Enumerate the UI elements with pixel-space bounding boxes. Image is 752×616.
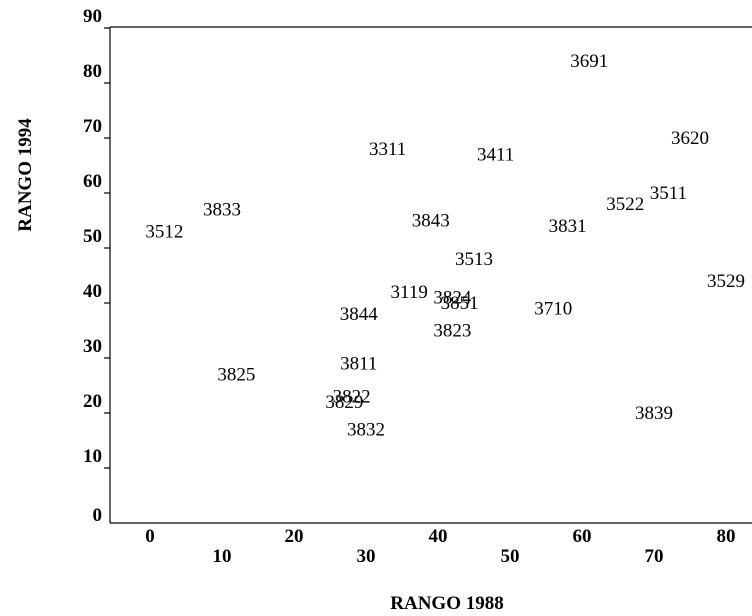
point-label-3823: 3823 (433, 321, 471, 342)
y-axis-title: RANGO 1994 (15, 118, 36, 232)
x-tick-label: 10 (213, 546, 232, 567)
point-label-3829: 3829 (325, 392, 363, 413)
point-label-3825: 3825 (217, 365, 255, 386)
x-tick-label: 30 (357, 546, 376, 567)
point-label-3620: 3620 (671, 128, 709, 149)
point-label-3843: 3843 (412, 211, 450, 232)
data-points: 3691 3620 3311 3411 3511 3522 3833 3843 3831 3512… (145, 51, 745, 441)
point-label-3522: 3522 (606, 194, 644, 215)
x-tick-label: 80 (717, 526, 736, 547)
y-tick-label: 80 (83, 61, 102, 82)
x-tick-label: 60 (573, 526, 592, 547)
point-label-3512: 3512 (145, 222, 183, 243)
y-tick-label: 10 (83, 446, 102, 467)
y-tick-label: 0 (93, 505, 103, 526)
point-label-3511: 3511 (650, 183, 687, 204)
x-tick-label: 70 (645, 546, 664, 567)
x-tick-label: 0 (145, 526, 155, 547)
y-tick-label: 40 (83, 281, 102, 302)
y-tick-label: 30 (83, 336, 102, 357)
point-label-3811: 3811 (340, 354, 377, 375)
x-axis-title: RANGO 1988 (390, 593, 503, 614)
point-label-3833: 3833 (203, 200, 241, 221)
point-label-3831: 3831 (549, 216, 587, 237)
y-tick-label: 50 (83, 226, 102, 247)
y-tick-label: 90 (83, 6, 102, 27)
point-label-3513: 3513 (455, 249, 493, 270)
point-label-3311: 3311 (369, 139, 406, 160)
y-ticks: 0 10 20 30 40 50 60 70 80 90 (83, 6, 110, 526)
y-tick-label: 60 (83, 171, 102, 192)
point-label-3839: 3839 (635, 403, 673, 424)
point-label-3832: 3832 (347, 420, 385, 441)
y-tick-label: 20 (83, 391, 102, 412)
point-label-3822: 3822 (333, 387, 371, 408)
point-label-3824: 3824 (433, 288, 472, 309)
x-ticks: 0 10 20 30 40 50 60 70 80 (145, 526, 735, 567)
point-label-3119: 3119 (391, 282, 428, 303)
x-tick-label: 40 (429, 526, 448, 547)
point-label-3710: 3710 (534, 299, 572, 320)
point-label-3691: 3691 (570, 51, 608, 72)
point-label-3529: 3529 (707, 271, 745, 292)
y-tick-label: 70 (83, 116, 102, 137)
x-tick-label: 50 (501, 546, 520, 567)
point-label-3851: 3851 (441, 293, 479, 314)
point-label-3844: 3844 (340, 304, 379, 325)
x-tick-label: 20 (285, 526, 304, 547)
point-label-3411: 3411 (477, 145, 514, 166)
